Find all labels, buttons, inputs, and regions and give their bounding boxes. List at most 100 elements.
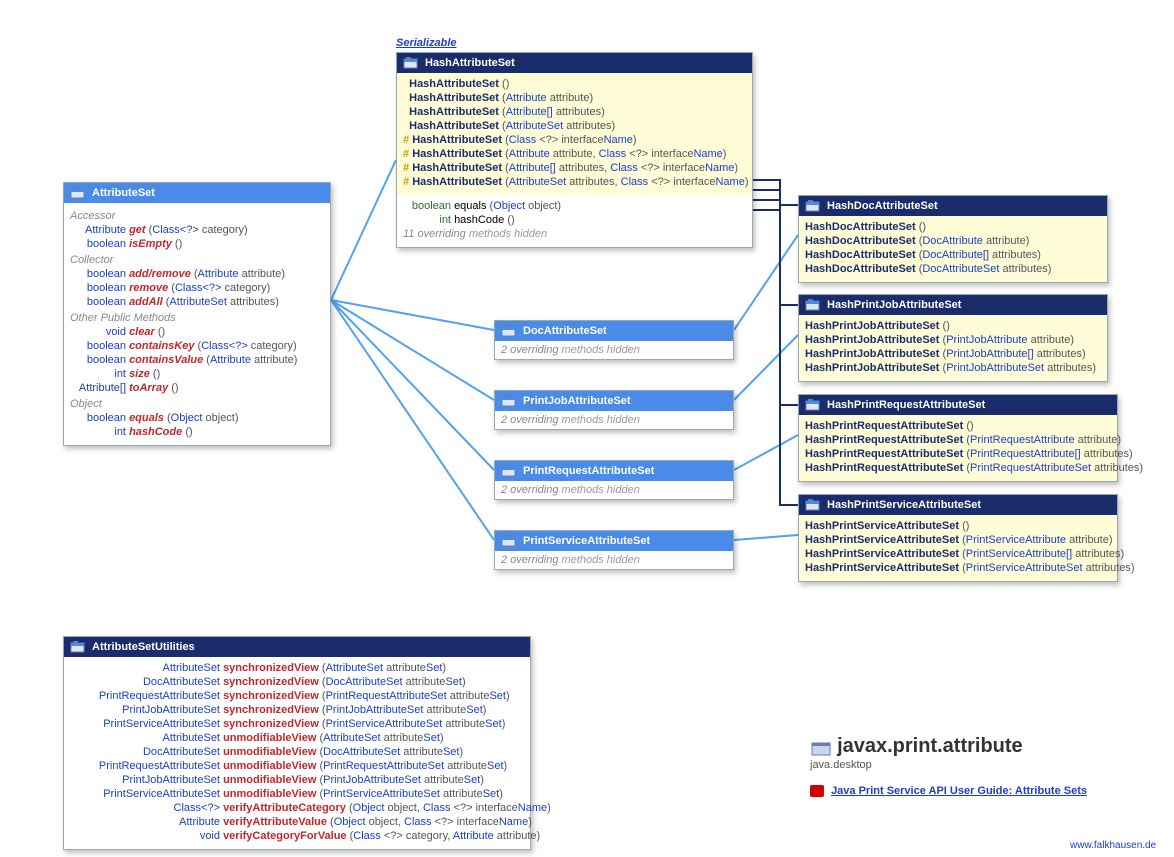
- group-label: Accessor: [70, 209, 324, 223]
- box-header: HashPrintJobAttributeSet: [799, 295, 1107, 315]
- method-row: PrintRequestAttributeSet synchronizedVie…: [70, 689, 524, 703]
- box-title: AttributeSetUtilities: [92, 641, 195, 653]
- ctor-row: HashAttributeSet (Attribute[] attributes…: [403, 105, 746, 119]
- box-title: HashPrintJobAttributeSet: [827, 299, 961, 311]
- method-row: Attribute get (Class<?> category): [70, 223, 324, 237]
- method-row: AttributeSet unmodifiableView (Attribute…: [70, 731, 524, 745]
- box-header: PrintRequestAttributeSet: [495, 461, 733, 481]
- method-row: int hashCode (): [403, 213, 746, 227]
- box-title: HashPrintServiceAttributeSet: [827, 499, 981, 511]
- class-icon: [805, 398, 821, 412]
- ctor-row: # HashAttributeSet (Class <?> interfaceN…: [403, 133, 746, 147]
- method-row: boolean equals (Object object): [403, 199, 746, 213]
- ctor-row: HashDocAttributeSet (DocAttributeSet att…: [805, 262, 1101, 276]
- method-row: boolean remove (Class<?> category): [70, 281, 324, 295]
- box-title: PrintRequestAttributeSet: [523, 465, 654, 477]
- ctor-row: HashPrintServiceAttributeSet (PrintServi…: [805, 561, 1111, 575]
- group-label: Object: [70, 397, 324, 411]
- box-PrintServiceAttributeSet: PrintServiceAttributeSet 2 overriding met…: [494, 530, 734, 570]
- box-body: HashPrintServiceAttributeSet () HashPrint…: [799, 515, 1117, 581]
- group-label: Collector: [70, 253, 324, 267]
- ctor-row: HashPrintServiceAttributeSet (): [805, 519, 1111, 533]
- method-row: Attribute[] toArray (): [70, 381, 324, 395]
- ctor-row: HashAttributeSet (): [403, 77, 746, 91]
- class-icon: [501, 324, 517, 338]
- box-HashPrintJobAttributeSet: HashPrintJobAttributeSet HashPrintJobAttr…: [798, 294, 1108, 382]
- class-icon: [501, 464, 517, 478]
- ctor-row: HashPrintJobAttributeSet (): [805, 319, 1101, 333]
- ctor-row: HashPrintRequestAttributeSet (PrintReque…: [805, 433, 1111, 447]
- box-title: HashAttributeSet: [425, 57, 515, 69]
- class-icon: [403, 56, 419, 70]
- box-header: HashAttributeSet: [397, 53, 752, 73]
- method-row: Attribute verifyAttributeValue (Object o…: [70, 815, 524, 829]
- method-row: int hashCode (): [70, 425, 324, 439]
- class-icon: [501, 534, 517, 548]
- ctor-row: # HashAttributeSet (Attribute attribute,…: [403, 147, 746, 161]
- class-icon: [501, 394, 517, 408]
- method-row: DocAttributeSet synchronizedView (DocAtt…: [70, 675, 524, 689]
- box-HashDocAttributeSet: HashDocAttributeSet HashDocAttributeSet (…: [798, 195, 1108, 283]
- box-title: HashDocAttributeSet: [827, 200, 938, 212]
- method-row: PrintServiceAttributeSet synchronizedVie…: [70, 717, 524, 731]
- box-header: AttributeSetUtilities: [64, 637, 530, 657]
- method-row: PrintJobAttributeSet unmodifiableView (P…: [70, 773, 524, 787]
- method-row: PrintRequestAttributeSet unmodifiableVie…: [70, 759, 524, 773]
- box-PrintJobAttributeSet: PrintJobAttributeSet 2 overriding methods…: [494, 390, 734, 430]
- method-row: void verifyCategoryForValue (Class <?> c…: [70, 829, 524, 843]
- package-icon: [810, 739, 834, 759]
- method-row: Class<?> verifyAttributeCategory (Object…: [70, 801, 524, 815]
- hidden-note: 2 overriding methods hidden: [495, 341, 733, 359]
- ctor-row: HashPrintJobAttributeSet (PrintJobAttrib…: [805, 361, 1101, 375]
- box-body: HashPrintJobAttributeSet ()HashPrintJobA…: [799, 315, 1107, 381]
- box-header: HashDocAttributeSet: [799, 196, 1107, 216]
- hidden-note: 2 overriding methods hidden: [495, 411, 733, 429]
- serializable-label: Serializable: [396, 37, 457, 49]
- ctor-row: HashPrintRequestAttributeSet (PrintReque…: [805, 461, 1111, 475]
- hidden-note: 2 overriding methods hidden: [495, 551, 733, 569]
- ctor-row: HashPrintJobAttributeSet (PrintJobAttrib…: [805, 333, 1101, 347]
- method-row: int size (): [70, 367, 324, 381]
- box-HashPrintRequestAttributeSet: HashPrintRequestAttributeSet HashPrintReq…: [798, 394, 1118, 482]
- box-title: PrintJobAttributeSet: [523, 395, 631, 407]
- ctor-row: # HashAttributeSet (AttributeSet attribu…: [403, 175, 746, 189]
- box-HashAttributeSet: HashAttributeSet HashAttributeSet () Has…: [396, 52, 753, 248]
- class-icon: [70, 186, 86, 200]
- ctor-row: HashPrintRequestAttributeSet (PrintReque…: [805, 447, 1111, 461]
- ctor-row: HashAttributeSet (AttributeSet attribute…: [403, 119, 746, 133]
- box-header: PrintJobAttributeSet: [495, 391, 733, 411]
- method-row: AttributeSet synchronizedView (Attribute…: [70, 661, 524, 675]
- package-title: javax.print.attribute: [837, 735, 1023, 757]
- method-section: boolean equals (Object object)int hashCo…: [397, 195, 752, 247]
- method-row: PrintServiceAttributeSet unmodifiableVie…: [70, 787, 524, 801]
- box-body: HashPrintRequestAttributeSet ()HashPrint…: [799, 415, 1117, 481]
- box-title: HashPrintRequestAttributeSet: [827, 399, 985, 411]
- guide-link[interactable]: Java Print Service API User Guide: Attri…: [831, 785, 1087, 797]
- class-icon: [805, 298, 821, 312]
- method-row: boolean containsKey (Class<?> category): [70, 339, 324, 353]
- method-row: boolean add/remove (Attribute attribute): [70, 267, 324, 281]
- ctor-row: HashPrintRequestAttributeSet (): [805, 419, 1111, 433]
- method-row: PrintJobAttributeSet synchronizedView (P…: [70, 703, 524, 717]
- ctor-row: HashDocAttributeSet (): [805, 220, 1101, 234]
- box-header: AttributeSet: [64, 183, 330, 203]
- method-row: void clear (): [70, 325, 324, 339]
- class-icon: [805, 498, 821, 512]
- box-body: HashDocAttributeSet ()HashDocAttributeSe…: [799, 216, 1107, 282]
- ctor-row: # HashAttributeSet (Attribute[] attribut…: [403, 161, 746, 175]
- box-PrintRequestAttributeSet: PrintRequestAttributeSet 2 overriding met…: [494, 460, 734, 500]
- box-title: DocAttributeSet: [523, 325, 607, 337]
- package-module: java.desktop: [810, 759, 1087, 771]
- class-icon: [70, 640, 86, 654]
- ctor-row: HashDocAttributeSet (DocAttribute attrib…: [805, 234, 1101, 248]
- method-row: boolean equals (Object object): [70, 411, 324, 425]
- hidden-note: 11 overriding methods hidden: [403, 227, 746, 241]
- box-title: PrintServiceAttributeSet: [523, 535, 650, 547]
- hidden-note: 2 overriding methods hidden: [495, 481, 733, 499]
- watermark: www.falkhausen.de: [1070, 840, 1156, 851]
- ctor-row: HashDocAttributeSet (DocAttribute[] attr…: [805, 248, 1101, 262]
- package-block: javax.print.attribute java.desktop Java …: [810, 735, 1087, 797]
- box-header: DocAttributeSet: [495, 321, 733, 341]
- box-body: AttributeSet synchronizedView (Attribute…: [64, 657, 530, 849]
- box-AttributeSetUtilities: AttributeSetUtilities AttributeSet synchr…: [63, 636, 531, 850]
